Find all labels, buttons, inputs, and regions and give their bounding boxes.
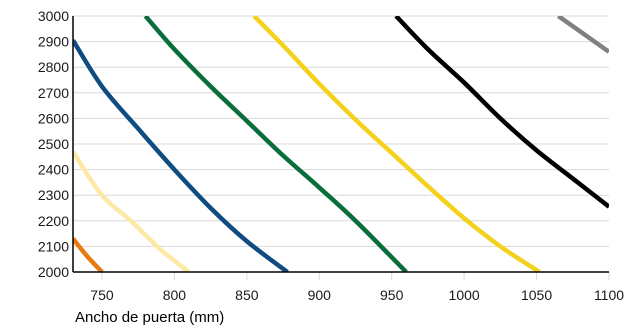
series-curves — [73, 16, 609, 272]
y-tick-label: 2700 — [38, 85, 69, 101]
series-line-5 — [252, 16, 541, 272]
x-tick-labels: 750 800 850 900 950 1000 1050 1100 — [90, 287, 624, 303]
series-line-6 — [394, 16, 609, 209]
series-line-4 — [143, 16, 408, 272]
x-tick-label: 800 — [163, 287, 187, 303]
x-tick-label: 850 — [235, 287, 259, 303]
x-tick-label: 1100 — [594, 287, 624, 303]
x-tick-label: 1050 — [521, 287, 552, 303]
y-tick-label: 2600 — [38, 110, 69, 126]
series-line-1 — [73, 237, 104, 272]
y-tick-labels: 2000 2100 2200 2300 2400 2500 2600 2700 2800 2900… — [38, 8, 69, 280]
y-tick-label: 2000 — [38, 264, 69, 280]
y-tick-label: 2400 — [38, 162, 69, 178]
x-tick-label: 950 — [380, 287, 404, 303]
y-tick-label: 2800 — [38, 59, 69, 75]
y-tick-label: 3000 — [38, 8, 69, 24]
x-tick-label: 1000 — [449, 287, 480, 303]
x-tick-label: 900 — [308, 287, 332, 303]
y-tick-label: 2100 — [38, 238, 69, 254]
x-tick-label: 750 — [90, 287, 114, 303]
y-tick-label: 2200 — [38, 213, 69, 229]
gridlines — [73, 15, 610, 280]
series-line-2 — [73, 150, 191, 272]
y-tick-label: 2500 — [38, 136, 69, 152]
y-tick-label: 2900 — [38, 34, 69, 50]
series-line-3 — [73, 39, 289, 272]
series-line-7 — [556, 16, 609, 54]
x-axis-title: Ancho de puerta (mm) — [75, 309, 224, 326]
y-tick-label: 2300 — [38, 187, 69, 203]
